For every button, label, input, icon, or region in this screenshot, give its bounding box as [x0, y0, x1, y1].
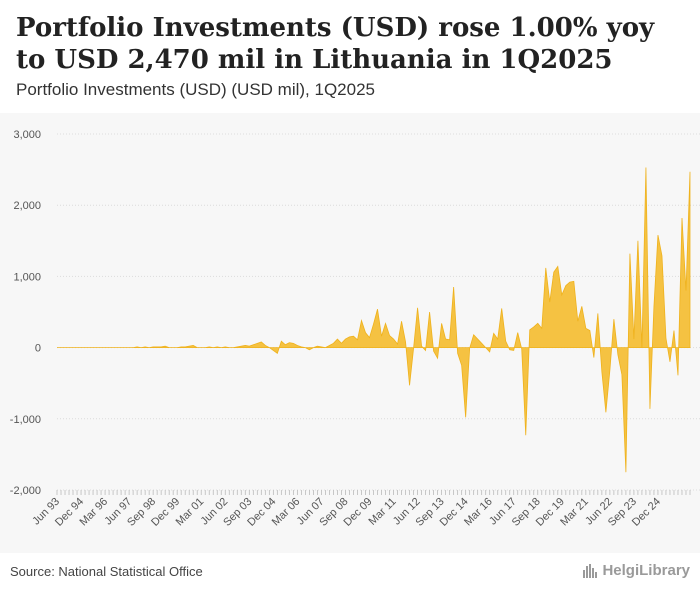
y-axis: 3,000 2,000 1,000 0 -1,000 -2,000: [10, 129, 41, 497]
chart-title: Portfolio Investments (USD) rose 1.00% y…: [16, 13, 655, 75]
gridlines: [57, 133, 700, 491]
brand-logo[interactable]: HelgiLibrary: [583, 562, 690, 579]
series-area: [57, 167, 691, 473]
y-tick-label: -2,000: [10, 485, 41, 497]
y-tick-label: 1,000: [13, 271, 41, 283]
chart-subtitle: Portfolio Investments (USD) (USD mil), 1…: [16, 80, 375, 99]
y-tick-label: 3,000: [13, 129, 41, 141]
y-tick-label: -1,000: [10, 414, 41, 426]
logo-text: HelgiLibrary: [602, 562, 690, 579]
library-logo-icon: [583, 563, 598, 578]
y-tick-label: 0: [35, 343, 41, 355]
series-area-layer: [57, 167, 691, 473]
y-tick-label: 2,000: [13, 200, 41, 212]
source-note: Source: National Statistical Office: [10, 564, 203, 579]
